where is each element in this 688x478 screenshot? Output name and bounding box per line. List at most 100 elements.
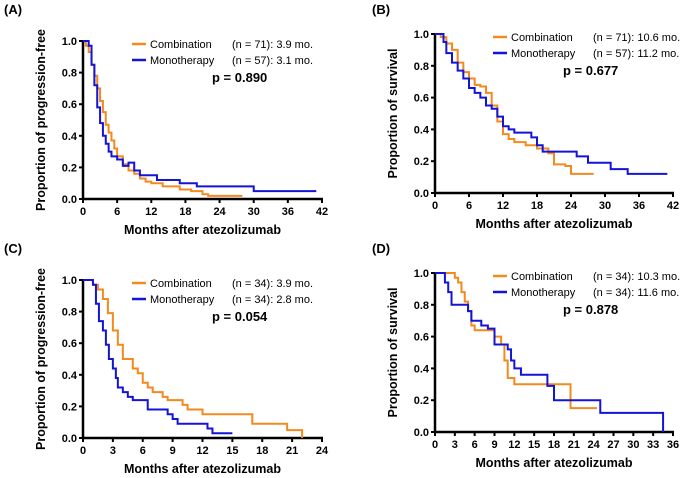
legend-label: Monotherapy bbox=[511, 287, 576, 299]
x-tick-label: 27 bbox=[607, 439, 619, 451]
legend-label: Combination bbox=[511, 32, 573, 44]
y-tick-label: 1.0 bbox=[414, 29, 429, 41]
y-tick-label: 0.0 bbox=[414, 427, 429, 439]
y-axis-label: Proportion of progression-free bbox=[34, 268, 48, 450]
legend-n-text: (n = 57): 3.1 mo. bbox=[232, 55, 313, 67]
x-tick-label: 3 bbox=[110, 445, 116, 457]
x-tick-label: 42 bbox=[316, 206, 328, 218]
legend-label: Monotherapy bbox=[511, 48, 576, 60]
x-axis-label: Months after atezolizumab bbox=[124, 223, 281, 237]
x-tick-label: 6 bbox=[466, 200, 472, 212]
legend-n-text: (n = 34): 10.3 mo. bbox=[593, 271, 680, 283]
y-tick-label: 0.2 bbox=[414, 395, 429, 407]
x-tick-label: 30 bbox=[599, 200, 611, 212]
x-tick-label: 15 bbox=[226, 445, 238, 457]
panel-label: (A) bbox=[4, 2, 22, 17]
x-tick-label: 36 bbox=[633, 200, 645, 212]
p-value: p = 0.677 bbox=[563, 63, 618, 78]
x-tick-label: 6 bbox=[472, 439, 478, 451]
y-tick-label: 0.8 bbox=[414, 300, 429, 312]
km-curve-monotherapy bbox=[83, 40, 317, 193]
y-tick-label: 0.0 bbox=[62, 194, 77, 206]
legend-n-text: (n = 71): 3.9 mo. bbox=[232, 39, 313, 51]
y-tick-label: 0.8 bbox=[62, 68, 77, 80]
x-axis-label: Months after atezolizumab bbox=[124, 462, 281, 476]
x-tick-label: 18 bbox=[256, 445, 268, 457]
legend-label: Combination bbox=[150, 39, 212, 51]
x-tick-label: 12 bbox=[145, 206, 157, 218]
legend-label: Monotherapy bbox=[150, 55, 215, 67]
x-tick-label: 18 bbox=[548, 439, 560, 451]
x-tick-label: 24 bbox=[213, 206, 226, 218]
x-tick-label: 33 bbox=[647, 439, 659, 451]
x-tick-label: 0 bbox=[80, 445, 86, 457]
x-tick-label: 24 bbox=[316, 445, 329, 457]
p-value: p = 0.054 bbox=[212, 309, 268, 324]
x-tick-label: 18 bbox=[531, 200, 543, 212]
x-tick-label: 12 bbox=[196, 445, 208, 457]
y-tick-label: 0.8 bbox=[62, 307, 77, 319]
y-tick-label: 0.4 bbox=[62, 131, 78, 143]
y-tick-label: 0.2 bbox=[62, 401, 77, 413]
x-tick-label: 21 bbox=[568, 439, 580, 451]
y-tick-label: 0.2 bbox=[62, 162, 77, 174]
x-tick-label: 18 bbox=[179, 206, 191, 218]
x-tick-label: 36 bbox=[667, 439, 679, 451]
panel-label: (B) bbox=[372, 2, 390, 17]
y-tick-label: 0.4 bbox=[414, 124, 430, 136]
x-tick-label: 0 bbox=[432, 439, 438, 451]
y-axis-label: Proportion of progression-free bbox=[34, 29, 48, 211]
x-tick-label: 6 bbox=[140, 445, 146, 457]
legend-label: Combination bbox=[150, 278, 212, 290]
panel-label: (C) bbox=[4, 241, 22, 256]
y-tick-label: 0.6 bbox=[414, 93, 429, 105]
y-tick-label: 0.6 bbox=[62, 99, 77, 111]
panel-a: (A) 0.0 0.2 0.4 0.6 0.8 1.0 0 6 12 18 24 30 36 42 Month… bbox=[4, 2, 328, 237]
y-tick-label: 1.0 bbox=[62, 275, 77, 287]
legend-label: Combination bbox=[511, 271, 573, 283]
y-tick-label: 1.0 bbox=[62, 36, 77, 48]
x-tick-label: 30 bbox=[248, 206, 260, 218]
x-axis-label: Months after atezolizumab bbox=[476, 456, 633, 470]
panel-d: (D)0.00.20.40.60.81.00 3 6 9 12 15 18 21 24 27 30 3… bbox=[372, 241, 680, 470]
legend-n-text: (n = 34): 11.6 mo. bbox=[593, 287, 679, 299]
panel-b: (B) 0.0 0.2 0.4 0.6 0.8 1.0 0 6 12 18 24 30 36 42 Month… bbox=[372, 2, 680, 231]
x-tick-label: 24 bbox=[588, 439, 601, 451]
x-tick-label: 21 bbox=[286, 445, 298, 457]
x-tick-label: 15 bbox=[528, 439, 540, 451]
x-tick-label: 36 bbox=[282, 206, 294, 218]
y-tick-label: 0.0 bbox=[414, 188, 429, 200]
km-curve-combination bbox=[435, 33, 594, 175]
p-value: p = 0.878 bbox=[563, 302, 618, 317]
y-tick-label: 0.8 bbox=[414, 61, 429, 73]
legend-n-text: (n = 34): 2.8 mo. bbox=[232, 294, 313, 306]
x-tick-label: 0 bbox=[432, 200, 438, 212]
y-tick-label: 1.0 bbox=[414, 268, 429, 280]
y-tick-label: 0.0 bbox=[62, 433, 77, 445]
x-tick-label: 3 bbox=[452, 439, 458, 451]
x-tick-label: 9 bbox=[491, 439, 497, 451]
x-tick-label: 30 bbox=[627, 439, 639, 451]
km-curve-combination bbox=[435, 272, 597, 410]
x-tick-label: 9 bbox=[170, 445, 176, 457]
y-axis-label: Proportion of survival bbox=[386, 288, 400, 418]
y-axis-label: Proportion of survival bbox=[386, 49, 400, 179]
x-tick-label: 6 bbox=[114, 206, 120, 218]
y-tick-label: 0.4 bbox=[414, 363, 430, 375]
x-tick-label: 12 bbox=[508, 439, 520, 451]
legend-n-text: (n = 71): 10.6 mo. bbox=[593, 32, 680, 44]
legend-n-text: (n = 34): 3.9 mo. bbox=[232, 278, 313, 290]
y-tick-label: 0.2 bbox=[414, 156, 429, 168]
x-tick-label: 12 bbox=[497, 200, 509, 212]
p-value: p = 0.890 bbox=[212, 70, 267, 85]
panel-label: (D) bbox=[372, 241, 390, 256]
panel-c: (C) 0.0 0.2 0.4 0.6 0.8 1.0 0 3 6 9 12 15 18 21 24 Month… bbox=[4, 241, 329, 476]
x-tick-label: 0 bbox=[80, 206, 86, 218]
x-tick-label: 42 bbox=[667, 200, 679, 212]
y-tick-label: 0.6 bbox=[62, 338, 77, 350]
x-axis-label: Months after atezolizumab bbox=[476, 217, 633, 231]
km-curve-monotherapy bbox=[83, 279, 233, 435]
legend-label: Monotherapy bbox=[150, 294, 215, 306]
